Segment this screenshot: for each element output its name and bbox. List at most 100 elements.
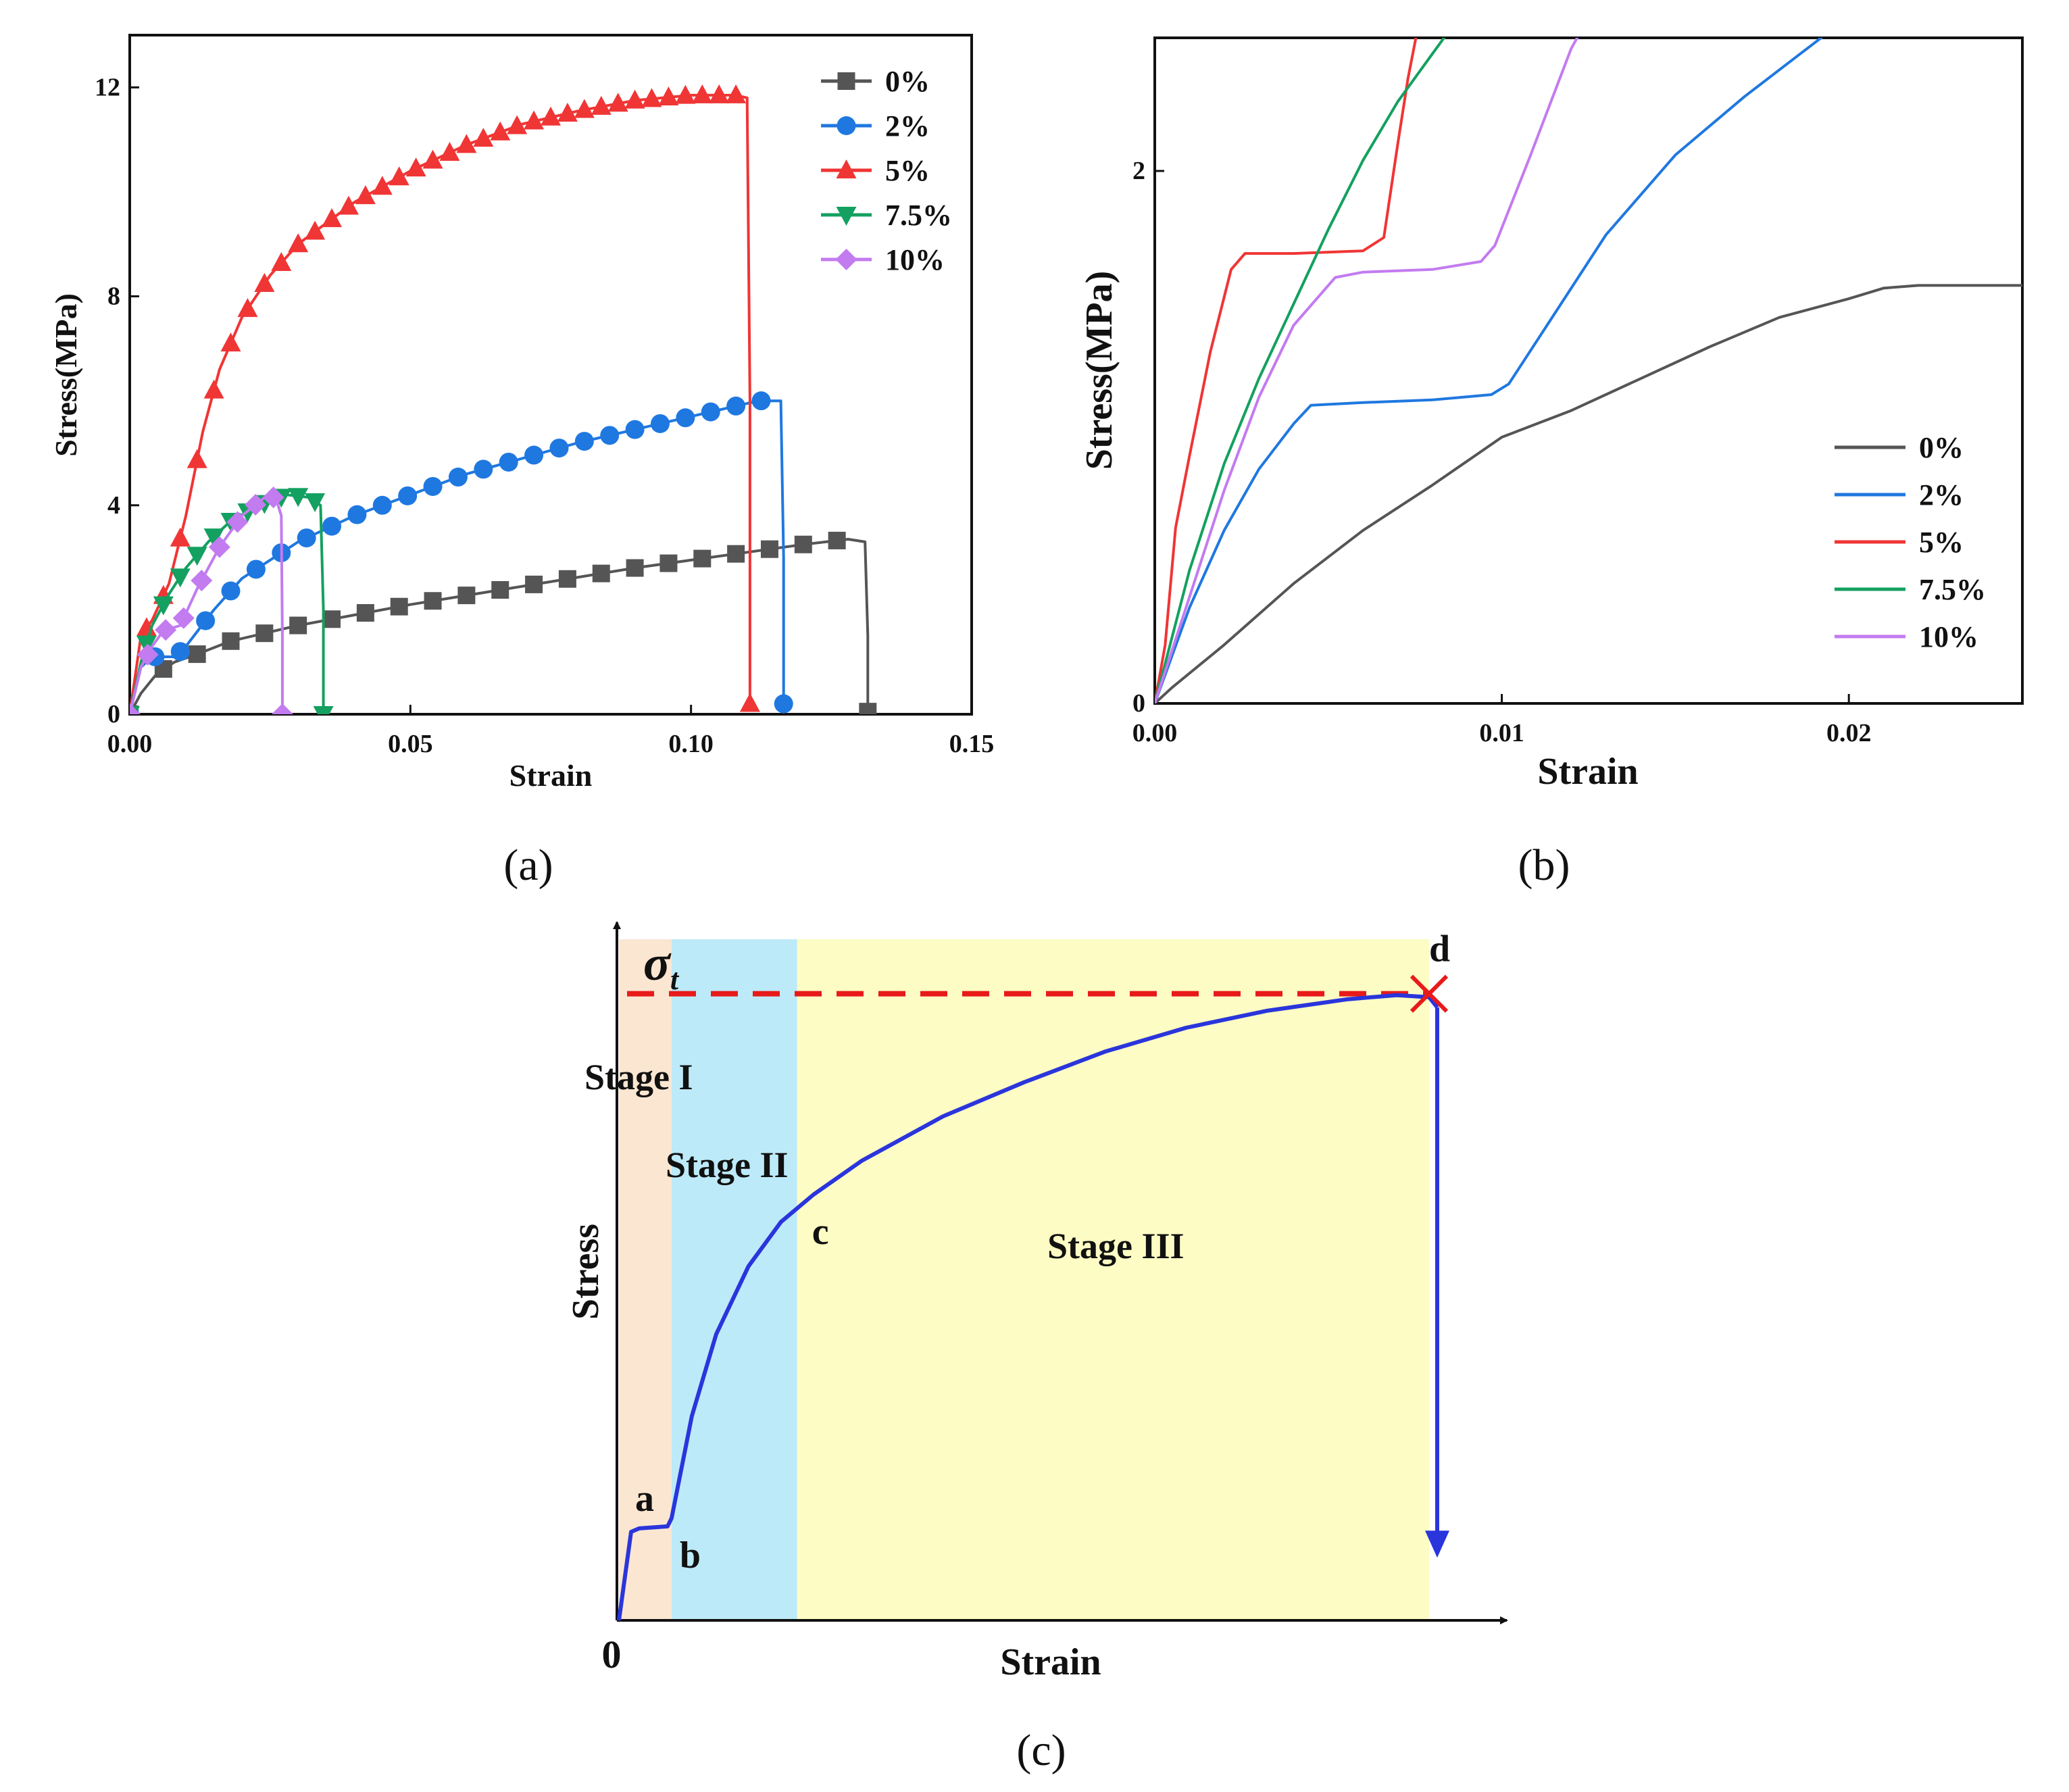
marker-0% bbox=[457, 587, 476, 605]
marker-2% bbox=[423, 476, 443, 496]
legend-marker bbox=[837, 72, 855, 90]
marker-2% bbox=[650, 414, 670, 433]
series-10% bbox=[130, 487, 293, 714]
marker-10% bbox=[172, 607, 195, 629]
marker-10% bbox=[245, 493, 267, 516]
panel-a-legend: 0% 2% 5% 7.5% 10% bbox=[821, 65, 952, 276]
marker-0% bbox=[255, 624, 274, 643]
stage-region-3 bbox=[797, 939, 1429, 1620]
marker-2% bbox=[221, 581, 241, 601]
marker-10% bbox=[226, 511, 249, 533]
panel-c-series bbox=[617, 974, 1449, 1621]
marker-0% bbox=[424, 592, 442, 610]
marker-5% bbox=[170, 527, 191, 547]
x-tick-label: 0.02 bbox=[1826, 719, 1872, 747]
x-tick-label: 0.00 bbox=[107, 730, 153, 758]
legend-entry-5%: 5% bbox=[1835, 526, 1964, 559]
marker-2% bbox=[676, 408, 695, 428]
marker-end-10% bbox=[271, 703, 293, 714]
series-5% bbox=[1155, 38, 1418, 703]
marker-2% bbox=[297, 528, 316, 548]
stress-strain-curve bbox=[617, 993, 1439, 1621]
sigma-symbol: σ bbox=[643, 936, 672, 991]
panel-c-x-axis-title: Strain bbox=[1000, 1641, 1101, 1683]
legend-label: 7.5% bbox=[1919, 573, 1986, 606]
series-0% bbox=[1155, 284, 2022, 703]
panel-c-schematic: ab c d Stage I Stage II Stage III σt 0 Strai… bbox=[565, 921, 1508, 1775]
panel-a-x-axis-title: Strain bbox=[509, 758, 593, 793]
panel-b-legend: 0% 2% 5% 7.5% 10% bbox=[1835, 431, 1986, 653]
marker-5% bbox=[607, 93, 628, 112]
marker-2% bbox=[524, 445, 544, 465]
marker-2% bbox=[474, 459, 493, 479]
sigma-subscript: t bbox=[670, 963, 680, 996]
marker-7.5% bbox=[153, 596, 174, 616]
legend-marker bbox=[836, 207, 857, 226]
legend-entry-10%: 10% bbox=[1835, 620, 1978, 653]
marker-2% bbox=[246, 559, 266, 579]
series-line-10% bbox=[1155, 38, 1579, 703]
marker-5% bbox=[473, 128, 494, 147]
marker-7.5% bbox=[170, 568, 191, 588]
marker-2% bbox=[499, 452, 518, 472]
panel-b-ticks: 0.00 0.01 0.02 0 2 bbox=[1132, 157, 1872, 747]
caption-c: (c) bbox=[1016, 1726, 1066, 1775]
marker-2% bbox=[372, 495, 392, 515]
marker-5% bbox=[507, 115, 528, 134]
panel-b-x-axis-title: Strain bbox=[1537, 751, 1638, 793]
point-label-b: b bbox=[680, 1535, 701, 1576]
marker-5% bbox=[541, 106, 561, 126]
stage-region-1 bbox=[619, 939, 672, 1620]
panel-b-chart: 0.00 0.01 0.02 0 2 0% 2% 5% 7.5% 10% Strain Stre… bbox=[1078, 36, 2024, 890]
series-2% bbox=[1155, 38, 1824, 703]
x-tick-label: 0.05 bbox=[388, 730, 433, 758]
marker-0% bbox=[525, 575, 543, 593]
b-series-clip bbox=[1155, 38, 2022, 703]
marker-end-0% bbox=[859, 703, 877, 714]
marker-0% bbox=[828, 531, 846, 549]
marker-5% bbox=[726, 84, 747, 103]
point-label-c: c bbox=[812, 1211, 829, 1253]
marker-7.5% bbox=[288, 488, 309, 507]
marker-7.5% bbox=[186, 547, 207, 566]
point-label-a: a bbox=[635, 1478, 654, 1520]
marker-5% bbox=[456, 134, 477, 153]
legend-entry-7.5%: 7.5% bbox=[821, 199, 952, 232]
marker-2% bbox=[170, 642, 190, 662]
marker-end-7.5% bbox=[313, 706, 334, 714]
failure-arrowhead bbox=[1424, 1530, 1449, 1558]
legend-entry-2%: 2% bbox=[1835, 478, 1964, 512]
marker-7.5% bbox=[305, 493, 326, 512]
marker-5% bbox=[557, 102, 578, 122]
legend-label: 2% bbox=[1919, 478, 1964, 512]
legend-label: 0% bbox=[1919, 431, 1964, 464]
marker-5% bbox=[692, 84, 713, 103]
x-tick-label: 0.00 bbox=[1132, 719, 1178, 747]
panel-a-ticks: 0.00 0.05 0.10 0.15 0 4 8 12 bbox=[95, 73, 994, 758]
marker-5% bbox=[422, 149, 443, 169]
panel-a-y-axis-title: Stress(MPa) bbox=[49, 293, 83, 457]
y-tick-label: 0 bbox=[107, 700, 120, 728]
marker-5% bbox=[389, 166, 409, 186]
legend-entry-0%: 0% bbox=[821, 65, 930, 98]
marker-10% bbox=[191, 570, 213, 592]
marker-10% bbox=[262, 487, 284, 509]
series-7.5% bbox=[130, 488, 334, 714]
panel-b-series bbox=[1155, 38, 2022, 703]
caption-a: (a) bbox=[503, 841, 553, 890]
marker-5% bbox=[624, 89, 645, 109]
series-line-5% bbox=[130, 93, 751, 714]
marker-2% bbox=[196, 611, 216, 630]
marker-0% bbox=[659, 554, 678, 572]
x-tick-label: 0.01 bbox=[1479, 719, 1524, 747]
marker-10% bbox=[136, 643, 159, 666]
marker-0% bbox=[760, 540, 778, 558]
panel-c-y-axis-title: Stress bbox=[565, 1224, 607, 1320]
marker-5% bbox=[186, 449, 207, 468]
marker-0% bbox=[356, 604, 374, 622]
panel-c-stage-labels: Stage I Stage II Stage III bbox=[584, 1057, 1185, 1266]
marker-5% bbox=[338, 195, 359, 215]
y-tick-label: 2 bbox=[1132, 157, 1145, 185]
marker-0% bbox=[222, 632, 240, 650]
